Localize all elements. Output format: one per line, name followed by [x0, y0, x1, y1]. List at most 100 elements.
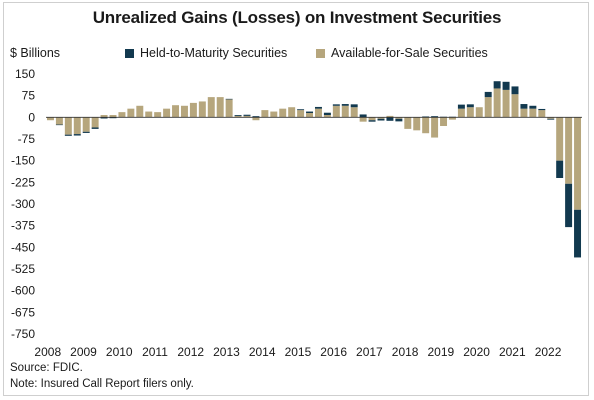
bar-afs — [55, 117, 63, 125]
bar-htm — [457, 104, 465, 109]
bar-afs — [198, 101, 206, 118]
bar-htm — [484, 91, 492, 98]
x-tick-label: 2010 — [106, 345, 133, 359]
x-tick-label: 2016 — [320, 345, 347, 359]
legend-swatch-htm — [125, 48, 134, 58]
bar-afs — [565, 117, 573, 184]
y-tick-label: -300 — [11, 197, 35, 211]
bar-afs — [511, 94, 519, 118]
bar-htm — [574, 209, 582, 258]
bar-afs — [279, 108, 287, 118]
bar-afs — [556, 117, 564, 161]
bar-afs — [306, 113, 314, 118]
bar-htm — [395, 118, 403, 122]
bar-afs — [225, 99, 233, 118]
bar-afs — [368, 117, 376, 121]
bar-afs — [46, 117, 54, 121]
y-tick-label: -225 — [11, 175, 35, 189]
x-tick-label: 2021 — [499, 345, 526, 359]
bar-htm — [547, 118, 555, 120]
bar-afs — [529, 108, 537, 118]
y-tick-label: 150 — [15, 67, 35, 81]
bar-htm — [502, 81, 510, 90]
bar-afs — [377, 117, 385, 119]
bar-htm — [314, 106, 322, 109]
bar-afs — [154, 112, 162, 118]
bar-htm — [323, 112, 331, 116]
legend-label-afs: Available-for-Sale Securities — [331, 46, 488, 60]
x-tick-label: 2012 — [177, 345, 204, 359]
bar-afs — [323, 115, 331, 118]
bar-htm — [538, 108, 546, 111]
bar-afs — [288, 107, 296, 118]
y-tick-label: -600 — [11, 284, 35, 298]
bar-afs — [448, 117, 456, 120]
bar-afs — [136, 105, 144, 118]
bar-afs — [100, 115, 108, 118]
y-tick-label: -675 — [11, 305, 35, 319]
bar-afs — [314, 108, 322, 118]
bar-afs — [547, 117, 555, 119]
x-tick-label: 2022 — [535, 345, 562, 359]
legend-label-htm: Held-to-Maturity Securities — [140, 46, 288, 60]
chart-title: Unrealized Gains (Losses) on Investment … — [92, 8, 502, 27]
bar-htm — [368, 120, 376, 122]
bar-htm — [350, 104, 358, 108]
footnote: Note: Insured Call Report filers only. — [10, 378, 194, 390]
y-tick-label: -525 — [11, 262, 35, 276]
bar-afs — [180, 105, 188, 118]
bar-afs — [216, 97, 224, 118]
bar-htm — [332, 104, 340, 106]
y-axis-unit-label: $ Billions — [10, 46, 61, 60]
x-tick-label: 2014 — [249, 345, 276, 359]
bar-htm — [82, 131, 90, 133]
x-tick-label: 2009 — [70, 345, 97, 359]
bar-afs — [466, 107, 474, 118]
bar-afs — [145, 111, 153, 118]
bar-htm — [386, 117, 394, 121]
bar-afs — [538, 110, 546, 118]
bar-htm — [529, 105, 537, 109]
bar-htm — [64, 134, 72, 136]
bar-htm — [431, 116, 439, 118]
bar-afs — [404, 117, 412, 129]
bar-afs — [395, 117, 403, 119]
bar-htm — [511, 86, 519, 95]
bar-afs — [457, 108, 465, 118]
legend-item-htm: Held-to-Maturity Securities — [125, 46, 287, 60]
bar-afs — [475, 107, 483, 118]
x-tick-label: 2017 — [356, 345, 383, 359]
bar-afs — [350, 107, 358, 118]
legend-swatch-afs — [316, 48, 325, 58]
bar-htm — [306, 111, 314, 113]
y-tick-label: -375 — [11, 219, 35, 233]
bar-afs — [502, 89, 510, 118]
bar-htm — [422, 116, 430, 118]
x-tick-label: 2011 — [142, 345, 168, 359]
bar-afs — [234, 115, 242, 118]
y-tick-label: 0 — [28, 110, 35, 124]
x-tick-label: 2008 — [34, 345, 61, 359]
bar-htm — [341, 104, 349, 106]
bar-afs — [386, 115, 394, 118]
bar-htm — [520, 104, 528, 109]
bar-htm — [377, 118, 385, 121]
bar-htm — [234, 115, 242, 116]
bar-afs — [574, 117, 582, 210]
bar-afs — [493, 88, 501, 118]
bar-afs — [341, 105, 349, 118]
bar-afs — [520, 108, 528, 118]
x-tick-label: 2018 — [392, 345, 419, 359]
bar-afs — [297, 110, 305, 118]
y-tick-label: -75 — [18, 132, 36, 146]
y-tick-label: -150 — [11, 154, 35, 168]
bar-afs — [207, 97, 215, 118]
y-tick-label: -450 — [11, 240, 35, 254]
bar-afs — [109, 115, 117, 118]
bar-afs — [484, 97, 492, 118]
bar-htm — [109, 117, 117, 119]
x-tick-label: 2015 — [285, 345, 312, 359]
bar-htm — [565, 183, 573, 228]
bar-htm — [73, 134, 81, 136]
